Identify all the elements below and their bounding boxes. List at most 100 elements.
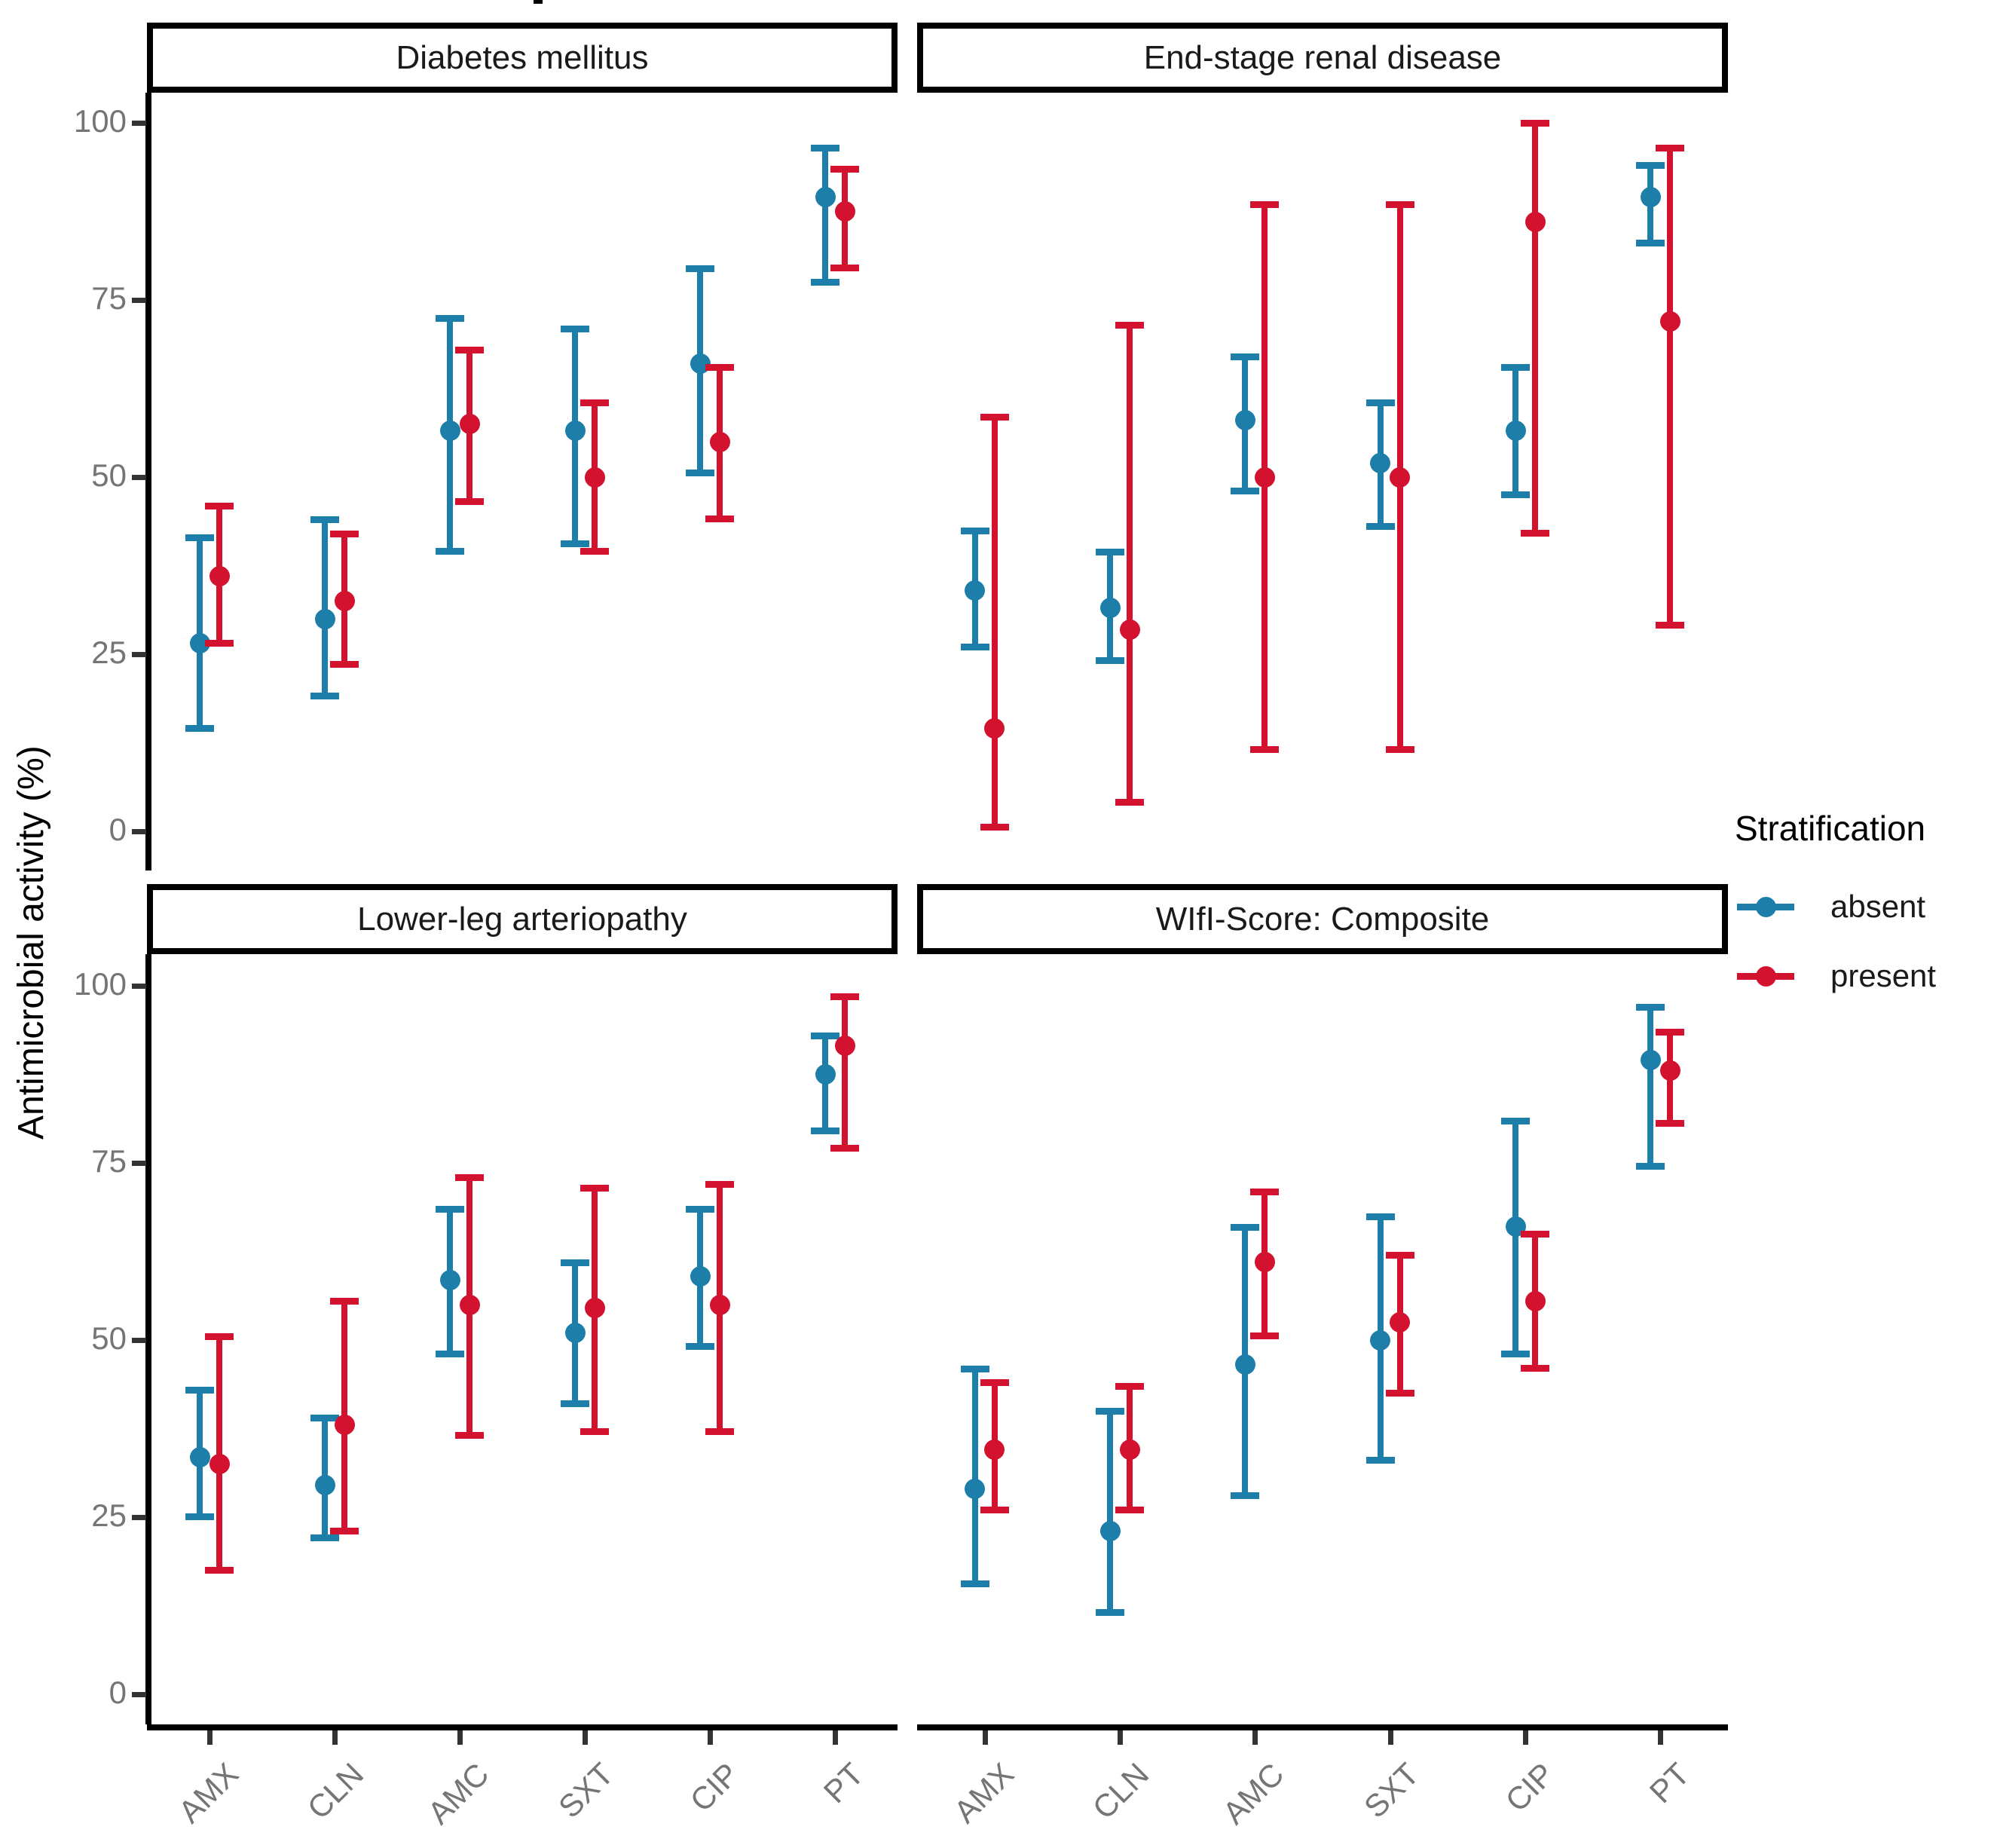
data-point-absent: [1234, 410, 1255, 431]
error-bar-cap-upper-present: [705, 1181, 734, 1189]
legend-title: Stratification: [1735, 809, 1926, 848]
error-bar-cap-lower-absent: [686, 1343, 714, 1351]
y-tick-label: 50: [91, 1320, 127, 1356]
data-point-present: [334, 1415, 355, 1436]
y-tick-mark: [132, 1692, 146, 1697]
error-bar-cap-lower-absent: [1231, 1492, 1260, 1499]
data-point-present: [834, 201, 855, 222]
data-point-absent: [564, 421, 586, 442]
error-bar-cap-lower-present: [580, 1428, 609, 1436]
facet-strip-title: End-stage renal disease: [1143, 38, 1502, 76]
data-point-present: [984, 1440, 1005, 1461]
facet-strip-title: WIfI-Score: Composite: [1155, 900, 1490, 938]
error-bar-cap-upper-absent: [1365, 399, 1395, 407]
data-point-present: [1390, 467, 1411, 488]
error-bar-cap-upper-present: [205, 1333, 234, 1341]
x-axis-label: CLN: [300, 1756, 371, 1826]
error-bar-cap-lower-present: [1521, 1364, 1549, 1372]
data-point-absent: [439, 421, 460, 442]
error-bar-cap-lower-present: [705, 1428, 734, 1436]
y-tick-mark: [132, 829, 146, 834]
x-axis-label: CIP: [1498, 1756, 1561, 1819]
error-bar-cap-upper-absent: [811, 144, 839, 151]
data-point-present: [584, 1298, 605, 1319]
error-bar-cap-upper-present: [830, 993, 859, 1001]
x-axis-label: SXT: [552, 1756, 621, 1825]
error-bar-cap-lower-absent: [1636, 239, 1665, 246]
error-bar-cap-upper-present: [980, 1379, 1009, 1387]
error-bar-cap-lower-absent: [561, 1400, 589, 1407]
error-bar-cap-lower-present: [1656, 622, 1685, 629]
error-bar-cap-lower-absent: [185, 1513, 214, 1520]
error-bar-cap-lower-absent: [960, 1580, 989, 1588]
error-bar-line-present: [1532, 123, 1538, 534]
error-bar-line-present: [1667, 147, 1674, 626]
error-bar-cap-lower-absent: [1365, 522, 1395, 530]
x-tick-mark: [833, 1730, 838, 1745]
x-axis-label: AMC: [1216, 1756, 1291, 1831]
error-bar-cap-lower-absent: [1365, 1456, 1395, 1464]
error-bar-cap-upper-present: [1385, 1252, 1414, 1259]
error-bar-cap-lower-absent: [1096, 657, 1124, 665]
x-tick-mark: [332, 1730, 338, 1745]
y-tick-label: 75: [91, 1143, 127, 1179]
data-point-absent: [1234, 1354, 1255, 1375]
data-point-present: [459, 1294, 480, 1315]
error-bar-cap-upper-present: [1115, 321, 1144, 329]
y-tick-mark: [132, 1515, 146, 1520]
data-point-absent: [1640, 1050, 1661, 1071]
data-point-absent: [1505, 421, 1526, 442]
data-point-present: [834, 1036, 855, 1057]
absent-key-icon: [1737, 886, 1794, 928]
x-tick-mark: [457, 1730, 463, 1745]
legend-label-present: present: [1830, 958, 1937, 993]
x-tick-mark: [1658, 1730, 1664, 1745]
x-tick-mark: [207, 1730, 213, 1745]
data-point-absent: [189, 1446, 210, 1467]
error-bar-line-present: [842, 996, 848, 1149]
x-axis-label: CLN: [1085, 1756, 1156, 1826]
data-point-present: [709, 1294, 730, 1315]
facet-strip-title: Diabetes mellitus: [396, 38, 649, 76]
error-bar-cap-upper-present: [455, 346, 484, 353]
data-point-present: [459, 414, 480, 434]
x-axis-line: [917, 1724, 1728, 1730]
x-axis-line: [147, 1724, 898, 1730]
x-axis-label: SXT: [1356, 1756, 1426, 1825]
error-bar-line-absent: [197, 537, 203, 729]
error-bar-cap-upper-present: [705, 364, 734, 372]
present-key-icon: [1737, 955, 1794, 997]
x-tick-mark: [583, 1730, 588, 1745]
error-bar-cap-upper-present: [1656, 144, 1685, 151]
error-bar-cap-lower-present: [455, 497, 484, 505]
data-point-present: [1390, 1312, 1411, 1332]
error-bar-cap-lower-present: [980, 824, 1009, 831]
error-bar-line-absent: [322, 519, 328, 697]
data-point-absent: [965, 580, 986, 601]
error-bar-cap-lower-absent: [960, 643, 989, 650]
data-point-absent: [815, 187, 836, 208]
error-bar-cap-upper-absent: [1501, 1117, 1530, 1124]
error-bar-cap-upper-present: [1250, 1188, 1280, 1195]
error-bar-cap-upper-present: [580, 1184, 609, 1192]
error-bar-cap-lower-present: [830, 1145, 859, 1152]
error-bar-cap-upper-present: [1521, 1231, 1549, 1238]
error-bar-cap-upper-present: [830, 166, 859, 173]
error-bar-cap-upper-absent: [1636, 162, 1665, 170]
error-bar-cap-upper-present: [330, 1298, 359, 1305]
error-bar-cap-lower-present: [980, 1506, 1009, 1513]
error-bar-cap-lower-absent: [310, 693, 339, 700]
error-bar-cap-upper-absent: [1636, 1004, 1665, 1011]
error-bar-line-absent: [1107, 1411, 1113, 1613]
x-axis-label: AMX: [946, 1756, 1020, 1830]
error-bar-cap-lower-absent: [1096, 1608, 1124, 1616]
error-bar-cap-upper-present: [580, 399, 609, 407]
data-point-present: [1659, 311, 1680, 332]
error-bar-cap-upper-absent: [310, 1415, 339, 1422]
error-bar-cap-lower-absent: [1231, 487, 1260, 494]
error-bar-cap-lower-present: [205, 639, 234, 647]
data-point-present: [1659, 1060, 1680, 1082]
error-bar-cap-upper-absent: [1096, 548, 1124, 555]
error-bar-cap-lower-absent: [310, 1534, 339, 1542]
